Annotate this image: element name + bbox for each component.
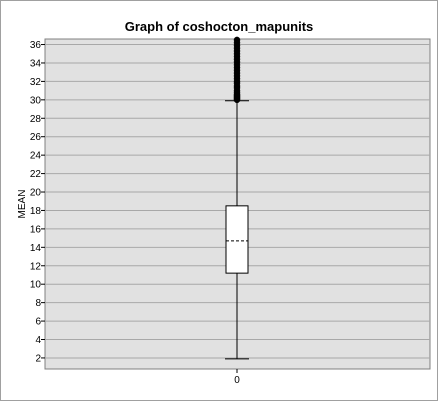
y-tick-label-28: 28 [30, 114, 42, 125]
x-tick-label-0: 0 [234, 375, 240, 386]
y-tick-label-30: 30 [30, 95, 42, 106]
y-tick-label-10: 10 [30, 280, 42, 291]
y-tick-label-26: 26 [30, 132, 42, 143]
chart-title: Graph of coshocton_mapunits [124, 19, 314, 34]
y-tick-label-20: 20 [30, 188, 42, 199]
y-tick-label-2: 2 [35, 353, 41, 364]
x-axis-ticks: 0 [234, 369, 240, 386]
y-tick-label-6: 6 [35, 317, 41, 328]
y-axis-label: MEAN [17, 190, 28, 219]
y-tick-label-4: 4 [35, 335, 41, 346]
iqr-box [225, 205, 249, 274]
y-tick-label-12: 12 [30, 261, 42, 272]
y-tick-label-18: 18 [30, 206, 42, 217]
box-group [225, 100, 249, 360]
y-tick-label-36: 36 [30, 40, 42, 51]
y-tick-label-16: 16 [30, 224, 42, 235]
outliers [233, 36, 241, 104]
y-tick-label-22: 22 [30, 169, 42, 180]
outlier-point-27 [233, 36, 241, 44]
y-tick-label-8: 8 [35, 298, 41, 309]
y-tick-label-14: 14 [30, 243, 42, 254]
y-tick-label-32: 32 [30, 77, 42, 88]
y-tick-label-34: 34 [30, 58, 42, 69]
y-tick-label-24: 24 [30, 151, 42, 162]
